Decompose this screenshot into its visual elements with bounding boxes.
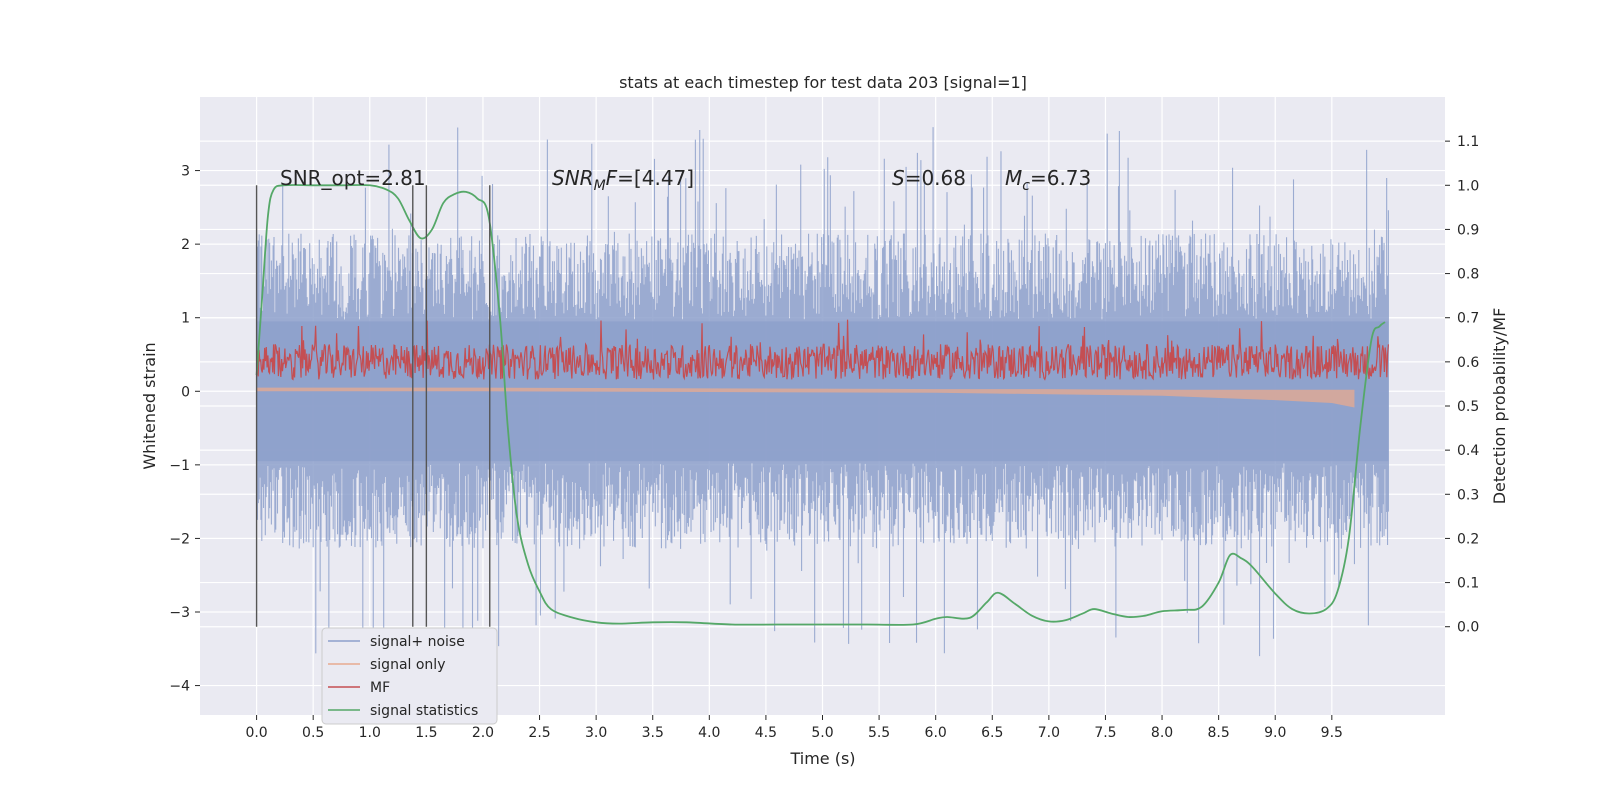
x-tick-label: 8.0 [1151,725,1173,741]
y-tick-label: −1 [169,458,190,474]
annotations: SNR_opt=2.81 SNRMF=[4.47] S=0.68 Mc=6.73 [280,166,1091,194]
legend: signal+ noise signal only MF signal stat… [321,627,498,725]
y-tick-label: 0 [181,384,190,400]
legend-label-mf: MF [370,680,390,696]
y-axis-label: Whitened strain [140,342,159,469]
s-annotation: S=0.68 [892,166,966,190]
right-y-tick-label: 0.8 [1457,267,1479,283]
mc-subscript: c [1022,178,1030,194]
x-tick-label: 7.0 [1038,725,1060,741]
y-tick-label: −4 [169,679,190,695]
s-symbol: S [892,166,905,190]
x-tick-label: 7.5 [1094,725,1116,741]
snr-opt-annotation: SNR_opt=2.81 [280,166,426,190]
right-y-axis-label: Detection probability/MF [1490,308,1509,505]
legend-label-signal-statistics: signal statistics [370,703,478,719]
vertical-markers [255,185,491,627]
y-tick-label: −3 [169,605,190,621]
x-tick-label: 8.5 [1208,725,1230,741]
x-tick-label: 9.5 [1321,725,1343,741]
legend-box [321,627,498,725]
x-tick-label: 0.5 [302,725,324,741]
right-y-tick-label: 0.2 [1457,531,1479,547]
x-tick-label: 5.0 [811,725,833,741]
right-y-tick-label: 0.9 [1457,222,1479,238]
x-tick-label: 6.5 [981,725,1003,741]
right-y-tick-label: 0.3 [1457,487,1479,503]
right-y-tick-label: 0.1 [1457,576,1479,592]
right-y-tick-label: 1.1 [1457,134,1479,150]
snr-mf-symbol: SNR [552,166,594,190]
x-tick-label: 4.5 [755,725,777,741]
legend-label-signal-only: signal only [370,657,445,673]
x-tick-label: 4.0 [698,725,720,741]
y-tick-label: 2 [181,237,190,253]
s-value: =0.68 [905,166,966,190]
axes: 0.0 0.5 1.0 1.5 2.0 2.5 3.0 3.5 4.0 4.5 5.0 5.5 6.0 6… [169,134,1479,741]
chart-title: stats at each timestep for test data 203… [619,73,1027,92]
x-tick-label: 2.5 [528,725,550,741]
right-y-tick-label: 1.0 [1457,178,1479,194]
snr-mf-value: =[4.47] [617,166,694,190]
x-tick-label: 0.0 [245,725,267,741]
mc-value: =6.73 [1030,166,1091,190]
snr-mf-annotation: SNRMF=[4.47] [552,166,694,194]
x-tick-label: 2.0 [472,725,494,741]
x-tick-label: 3.0 [585,725,607,741]
x-tick-label: 9.0 [1264,725,1286,741]
x-tick-label: 6.0 [925,725,947,741]
x-tick-label: 1.0 [359,725,381,741]
series-layer [255,127,1390,657]
x-tick-label: 3.5 [642,725,664,741]
series-mf [256,319,1390,381]
right-y-tick-label: 0.7 [1457,311,1479,327]
x-tick-label: 5.5 [868,725,890,741]
y-tick-label: 3 [181,164,190,180]
mc-annotation: Mc=6.73 [1005,166,1091,194]
series-signal-only [256,387,1355,408]
snr-mf-subscript: M [594,178,606,194]
right-y-tick-label: 0.5 [1457,399,1479,415]
x-axis-label: Time (s) [789,749,855,768]
x-tick-label: 1.5 [415,725,437,741]
right-y-tick-label: 0.6 [1457,355,1479,371]
snr-mf-symbol-rest: F [606,166,618,190]
legend-label-signal-noise: signal+ noise [370,634,465,650]
y-tick-label: −2 [169,531,190,547]
mc-symbol: M [1005,166,1022,190]
right-y-tick-label: 0.4 [1457,443,1479,459]
series-signal-statistics [255,184,1386,626]
right-y-tick-label: 0.0 [1457,620,1479,636]
y-tick-label: 1 [181,311,190,327]
